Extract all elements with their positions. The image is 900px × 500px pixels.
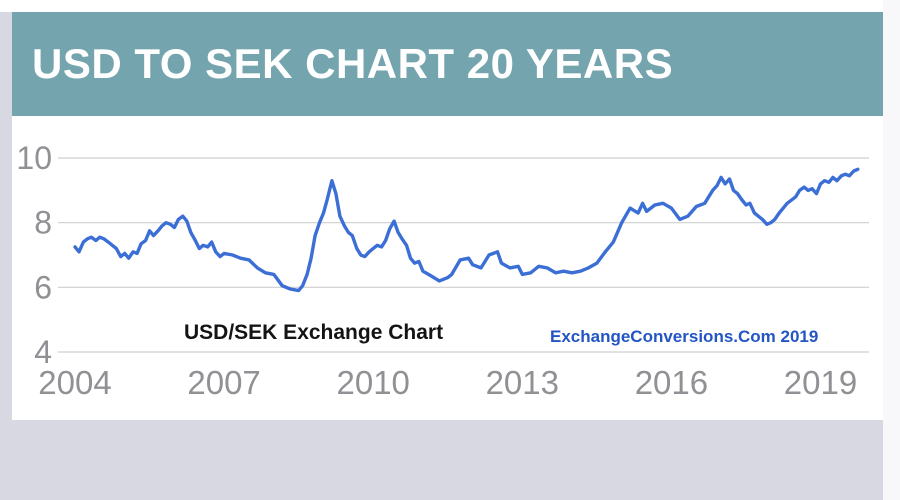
y-tick-label: 4 xyxy=(34,334,52,370)
chart-card: 10 8 6 4 2004 2007 2010 2013 2016 2019 USD/SEK Ex… xyxy=(12,116,883,420)
usd-sek-line-series xyxy=(73,167,860,293)
x-tick-label: 2019 xyxy=(784,364,857,401)
chart-title: USD/SEK Exchange Chart xyxy=(184,321,444,344)
x-tick-label: 2007 xyxy=(187,364,260,401)
x-tick-label: 2004 xyxy=(38,364,111,401)
y-tick-label: 10 xyxy=(16,140,52,176)
x-tick-label: 2016 xyxy=(635,364,708,401)
scrollbar-track[interactable] xyxy=(883,0,900,500)
top-strip xyxy=(0,0,900,12)
page-title: USD TO SEK CHART 20 YEARS xyxy=(32,40,674,87)
x-tick-label: 2013 xyxy=(486,364,559,401)
chart-header: USD TO SEK CHART 20 YEARS xyxy=(12,12,883,116)
x-tick-label: 2010 xyxy=(336,364,409,401)
source-note: ExchangeConversions.Com 2019 xyxy=(550,327,819,346)
y-tick-label: 6 xyxy=(34,269,52,305)
y-tick-label: 8 xyxy=(34,205,52,241)
